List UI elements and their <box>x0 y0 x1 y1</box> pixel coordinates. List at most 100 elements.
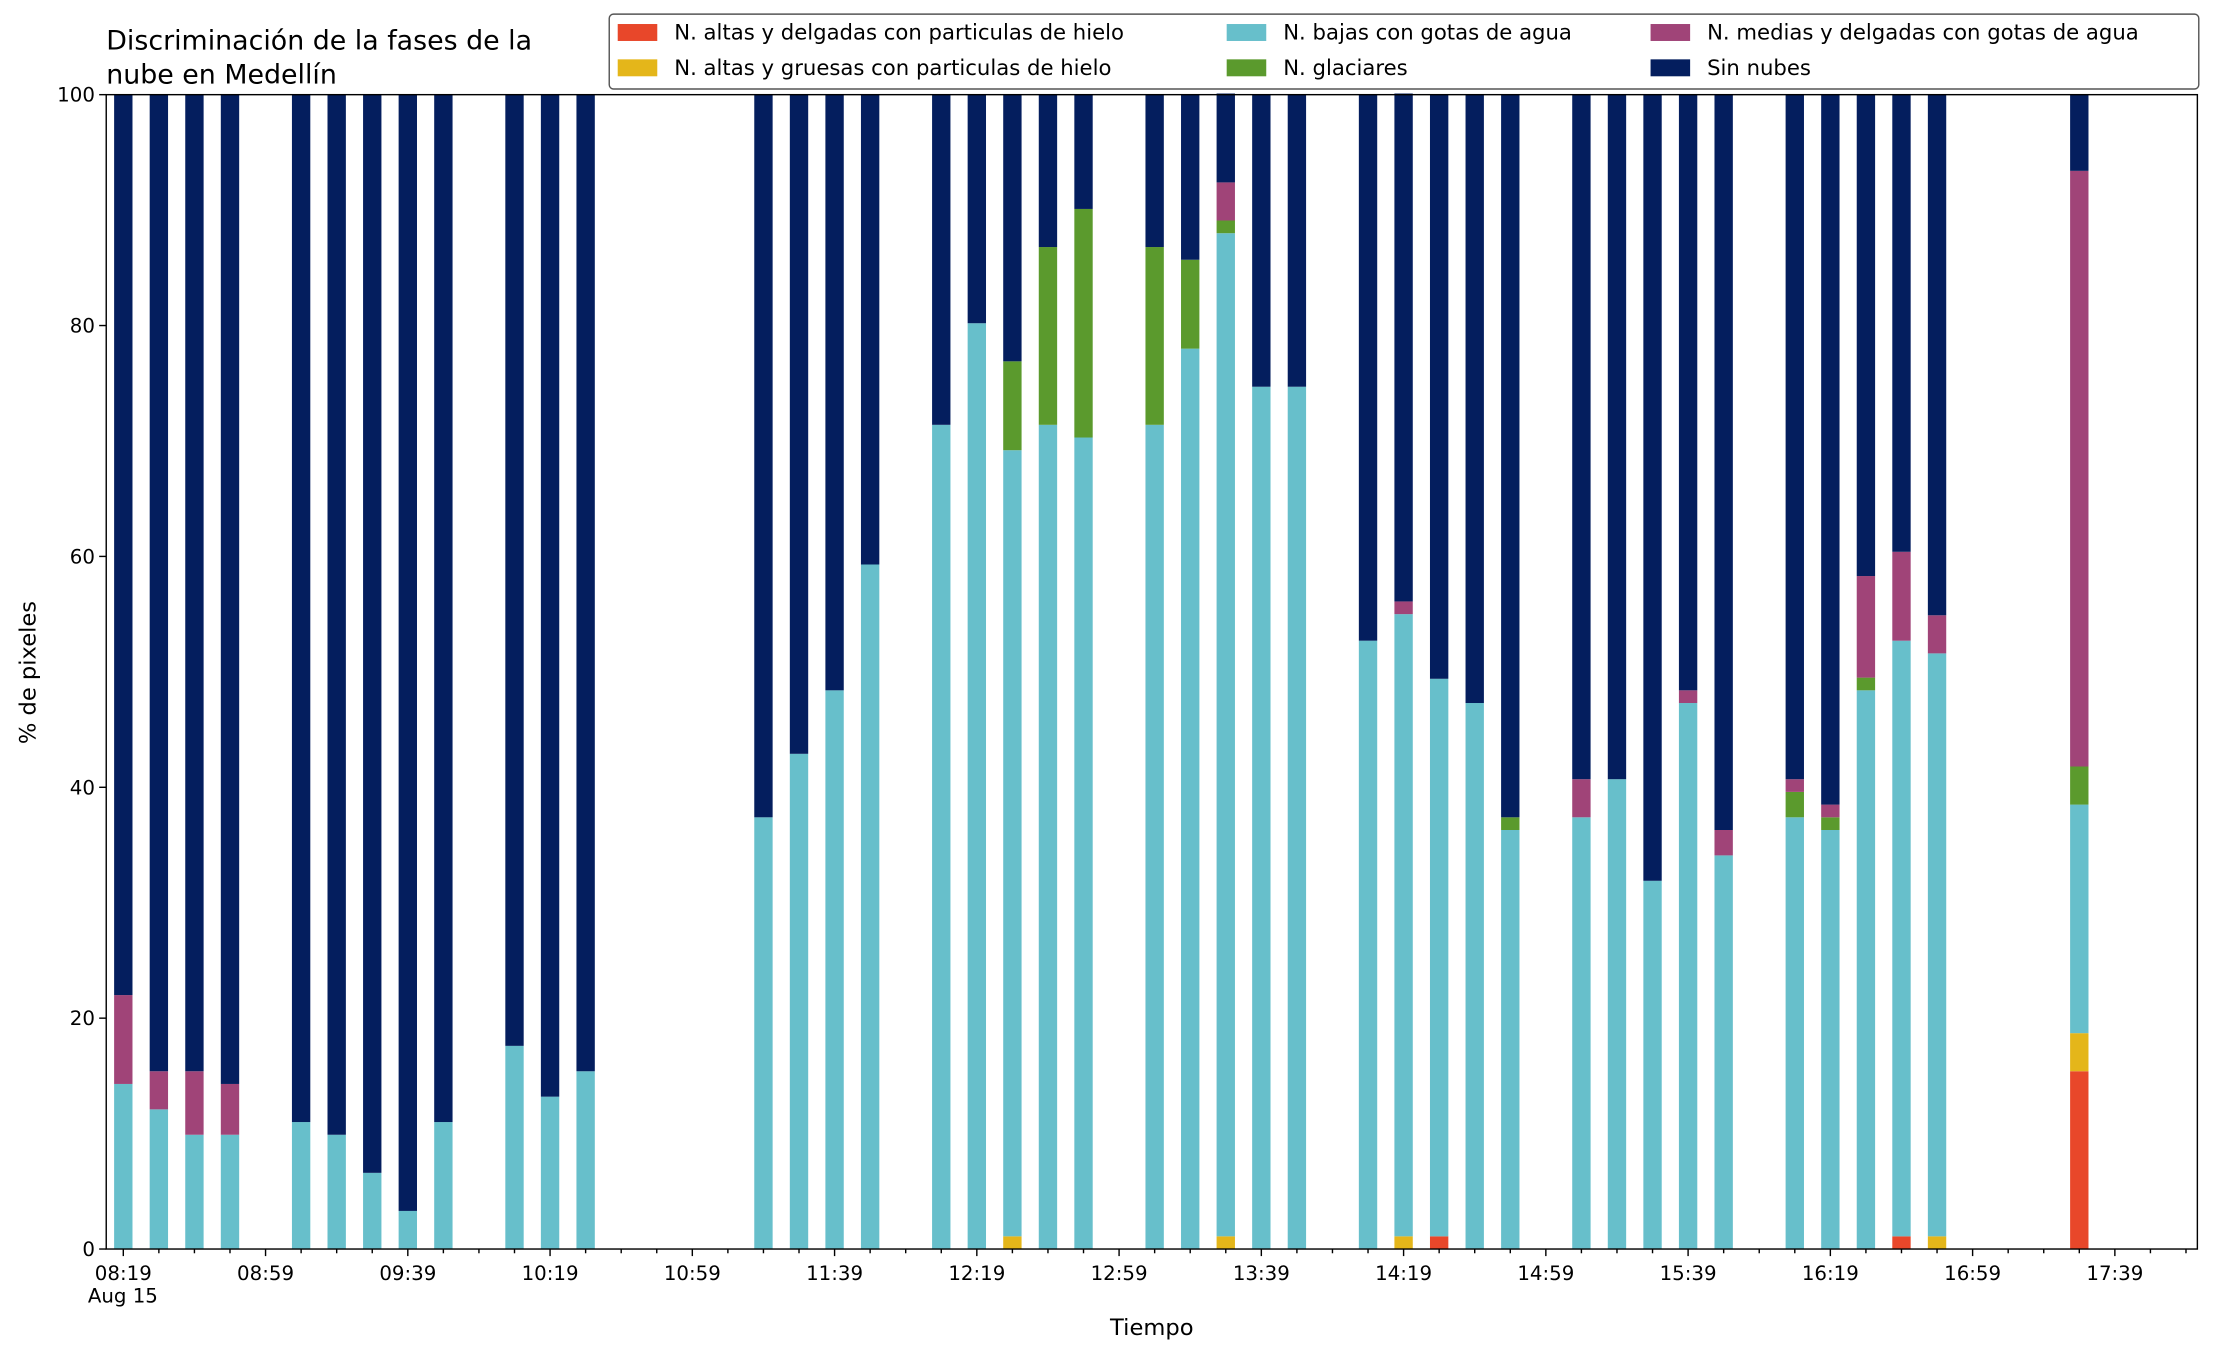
x-tick-label: 12:59 <box>1091 1262 1148 1285</box>
bar-segment <box>1927 1236 1947 1250</box>
x-tick-label: 12:19 <box>948 1262 1005 1285</box>
bar-segment <box>1216 93 1235 183</box>
bar-segment <box>1856 690 1876 1250</box>
x-tick-label: 08:59 <box>237 1262 294 1285</box>
bar-segment <box>185 94 204 1072</box>
bar-segment <box>1216 1236 1235 1250</box>
bar-segment <box>1003 94 1022 362</box>
bar-segment <box>1074 208 1093 438</box>
bar-segment <box>1785 817 1804 1250</box>
bar-segment <box>1714 855 1733 1250</box>
y-tick-label: 20 <box>70 1007 95 1030</box>
bar-segment <box>1856 94 1876 577</box>
legend-label: Sin nubes <box>1707 55 1811 80</box>
bar-segment <box>1287 386 1307 1250</box>
bar-segment <box>185 1071 204 1135</box>
x-tick-label: 16:19 <box>1802 1262 1859 1285</box>
bar-segment <box>1678 703 1698 1250</box>
bar-segment <box>505 1045 524 1250</box>
bar-segment <box>1181 259 1200 349</box>
bar-segment <box>754 94 773 818</box>
legend-swatch <box>1226 24 1267 41</box>
x-tick-label: 13:39 <box>1233 1262 1290 1285</box>
bar-segment <box>1501 817 1520 830</box>
bar-segment <box>1252 386 1271 1250</box>
bar-segment <box>1429 1236 1449 1250</box>
plot-frame <box>105 93 2199 1250</box>
bar-segment <box>540 94 560 1097</box>
bar-segment <box>1572 94 1591 780</box>
bar-segment <box>185 1134 204 1250</box>
bar-segment <box>1607 94 1627 780</box>
x-date-label: Aug 15 <box>88 1285 158 1308</box>
bar-segment <box>1572 817 1591 1250</box>
bar-segment <box>434 1122 453 1250</box>
bar-segment <box>1927 653 1947 1237</box>
bar-segment <box>860 94 880 565</box>
bar-segment <box>1714 829 1733 856</box>
legend-label: N. altas y delgadas con particulas de hi… <box>674 20 1124 45</box>
bar-segment <box>1038 424 1058 1250</box>
legend: N. altas y delgadas con particulas de hi… <box>608 13 2200 90</box>
bar-segment <box>327 1134 346 1250</box>
legend-label: N. glaciares <box>1283 55 1407 80</box>
x-tick-label: 11:39 <box>806 1262 863 1285</box>
y-tick-label: 80 <box>70 315 95 338</box>
bar-segment <box>1927 94 1947 616</box>
x-tick-label: 16:59 <box>1944 1262 2001 1285</box>
bar-segment <box>1607 779 1627 1250</box>
bar-segment <box>1821 94 1840 805</box>
bar-segment <box>1003 450 1022 1237</box>
legend-label: N. altas y gruesas con particulas de hie… <box>674 55 1111 80</box>
bar-segment <box>2070 766 2089 805</box>
legend-swatch <box>617 24 658 41</box>
bar-segment <box>114 94 133 996</box>
bar-segment <box>220 1134 240 1250</box>
bar-segment <box>1785 94 1804 780</box>
bar-segment <box>1821 829 1840 1250</box>
bar-segment <box>434 94 453 1123</box>
bar-segment <box>1892 1236 1911 1250</box>
bar-segment <box>1892 640 1911 1237</box>
y-axis-label: % de pixeles <box>16 601 42 744</box>
bar-segment <box>149 94 169 1072</box>
chart-title: nube en Medellín <box>106 59 337 90</box>
bar-segment <box>1429 94 1449 679</box>
bar-segment <box>1074 437 1093 1250</box>
x-tick-label: 09:39 <box>379 1262 436 1285</box>
bar-segment <box>1145 247 1164 425</box>
x-tick-label: 10:59 <box>664 1262 721 1285</box>
bar-segment <box>2070 170 2089 767</box>
bar-segment <box>1678 94 1698 691</box>
bar-segment <box>1216 233 1235 1237</box>
x-tick-label: 14:19 <box>1375 1262 1432 1285</box>
bar-segment <box>1501 94 1520 818</box>
legend-swatch <box>1226 59 1267 77</box>
bar-segment <box>1287 94 1307 387</box>
bar-segment <box>398 94 417 1211</box>
bar-segment <box>327 94 346 1135</box>
bar-segment <box>967 94 987 324</box>
bar-segment <box>1145 94 1164 248</box>
bar-segment <box>754 817 773 1250</box>
x-tick-label: 14:59 <box>1517 1262 1574 1285</box>
bar-segment <box>1394 1236 1413 1250</box>
x-axis-label: Tiempo <box>1109 1315 1193 1341</box>
bar-segment <box>1465 703 1484 1250</box>
bar-segment <box>398 1210 417 1250</box>
bar-segment <box>1394 601 1413 615</box>
bar-segment <box>1038 247 1058 425</box>
bar-segment <box>2070 1033 2089 1072</box>
bar-segment <box>1003 1236 1022 1250</box>
bar-segment <box>1821 817 1840 830</box>
bar-segment <box>1572 779 1591 818</box>
legend-label: N. bajas con gotas de agua <box>1283 20 1572 45</box>
bar-segment <box>967 323 987 1250</box>
bar-segment <box>363 94 382 1173</box>
bar-segment <box>1145 424 1164 1250</box>
bar-segment <box>2070 1071 2089 1250</box>
bar-segment <box>1181 348 1200 1250</box>
x-tick-label: 17:39 <box>2086 1262 2143 1285</box>
bar-segment <box>932 94 951 425</box>
